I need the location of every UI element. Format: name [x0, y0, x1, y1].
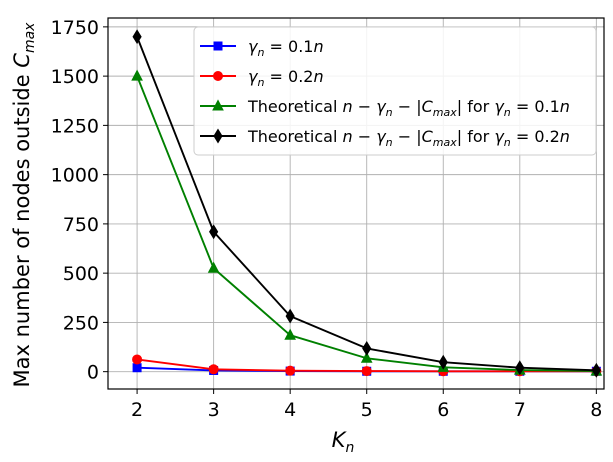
data-point-s4: [209, 224, 219, 240]
legend-item-s3: Theoretical n − γn − |Cmax| for γn = 0.1…: [200, 97, 570, 119]
data-point-s3: [284, 328, 297, 340]
y-tick-label: 0: [87, 362, 99, 384]
legend-item-s2: γn = 0.2n: [200, 67, 324, 89]
x-tick-label: 3: [208, 399, 220, 421]
data-point-s4: [362, 340, 372, 356]
y-tick-label: 1000: [51, 165, 99, 187]
y-tick-label: 750: [63, 214, 99, 236]
data-point-s3: [131, 69, 143, 81]
legend-marker: [213, 71, 223, 81]
data-point-s2: [361, 366, 372, 377]
legend: γn = 0.1n γn = 0.2n Theoretical n − γn − |…: [193, 26, 597, 156]
legend-label: Theoretical n − γn − |Cmax| for γn = 0.1…: [247, 97, 570, 119]
legend-marker: [213, 128, 223, 144]
data-point-s4: [515, 360, 525, 376]
data-point-s4: [285, 308, 295, 324]
legend-label: Theoretical n − γn − |Cmax| for γn = 0.2…: [247, 127, 570, 149]
legend-item-s1: γn = 0.1n: [200, 37, 324, 59]
x-tick-label: 2: [131, 399, 143, 421]
x-axis-label: Kn: [332, 428, 355, 456]
y-axis-ticks: 0 250 500 750 1000 1250 1500 1750: [51, 17, 108, 384]
data-point-s1: [132, 363, 142, 373]
legend-marker: [213, 41, 223, 51]
legend-item-s4: Theoretical n − γn − |Cmax| for γn = 0.2…: [200, 127, 570, 149]
x-axis-ticks: 2 3 4 5 6 7 8: [131, 389, 602, 421]
y-tick-label: 1750: [51, 17, 99, 39]
y-axis-label: Max number of nodes outside Cmax: [10, 22, 38, 388]
x-tick-label: 6: [437, 399, 449, 421]
data-point-s4: [132, 29, 142, 45]
legend-label: γn = 0.1n: [248, 37, 324, 59]
data-point-s4: [591, 362, 601, 378]
legend-marker: [212, 99, 224, 111]
legend-box: [193, 26, 597, 156]
x-tick-label: 5: [361, 399, 373, 421]
y-tick-label: 1250: [51, 115, 99, 137]
data-point-s3: [360, 351, 373, 363]
y-tick-label: 250: [63, 312, 99, 334]
data-point-s3: [207, 261, 220, 273]
data-point-s2: [132, 354, 143, 365]
y-tick-label: 1500: [51, 66, 99, 88]
x-tick-label: 7: [514, 399, 526, 421]
legend-label: γn = 0.2n: [248, 67, 324, 89]
data-point-s4: [438, 354, 448, 370]
data-point-s2: [285, 365, 296, 376]
y-tick-label: 500: [63, 263, 99, 285]
plot-frame: [107, 17, 605, 390]
series-s4: [132, 29, 601, 378]
series-layer: [131, 29, 603, 378]
x-tick-label: 4: [284, 399, 296, 421]
x-tick-label: 8: [590, 399, 602, 421]
data-point-s2: [208, 364, 219, 375]
